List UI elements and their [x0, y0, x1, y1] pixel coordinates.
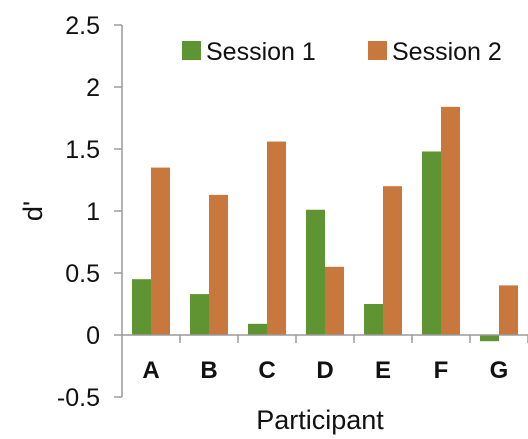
x-tick-label-e: E	[375, 357, 391, 384]
bar-c-session-1	[248, 323, 267, 335]
bar-e-session-2	[383, 186, 402, 335]
y-tick-label: 2.5	[65, 12, 100, 40]
bar-d-session-2	[325, 266, 344, 335]
x-tick-label-d: D	[316, 357, 333, 384]
x-tick-label-f: F	[434, 357, 449, 384]
legend-label-session-2: Session 2	[392, 38, 502, 66]
bar-b-session-2	[209, 194, 228, 335]
x-tick-label-c: C	[258, 357, 275, 384]
bar-e-session-1	[364, 304, 383, 335]
x-tick-label-b: B	[200, 357, 217, 384]
category-labels: A B C D E F G	[142, 357, 508, 384]
x-tick-label-g: G	[490, 357, 509, 384]
legend-label-session-1: Session 1	[206, 38, 316, 66]
bar-d-session-1	[306, 209, 325, 335]
legend-swatch-session-2	[368, 41, 387, 60]
bar-a-session-2	[151, 167, 170, 335]
bar-g-session-2	[499, 285, 518, 335]
y-tick-label: 0.5	[65, 260, 100, 288]
y-tick-label: 2	[86, 74, 100, 102]
bar-b-session-1	[190, 294, 209, 335]
bars	[132, 106, 518, 342]
x-axis-ticks	[179, 335, 528, 343]
x-tick-label-a: A	[142, 357, 159, 384]
legend-swatch-session-1	[182, 41, 201, 60]
bar-g-session-1	[480, 335, 499, 342]
y-axis-title: d'	[18, 201, 48, 221]
x-axis-title: Participant	[256, 405, 384, 435]
bar-c-session-2	[267, 141, 286, 335]
y-tick-label: 1.5	[65, 136, 100, 164]
bar-f-session-1	[422, 151, 441, 335]
legend: Session 1 Session 2	[182, 38, 502, 66]
bar-f-session-2	[441, 106, 460, 335]
y-tick-label: 1	[86, 198, 100, 226]
y-tick-label: 0	[86, 322, 100, 350]
y-axis-ticks: -0.5 0 0.5 1 1.5 2 2.5	[57, 12, 122, 412]
y-tick-label: -0.5	[57, 384, 100, 412]
bar-a-session-1	[132, 279, 151, 335]
